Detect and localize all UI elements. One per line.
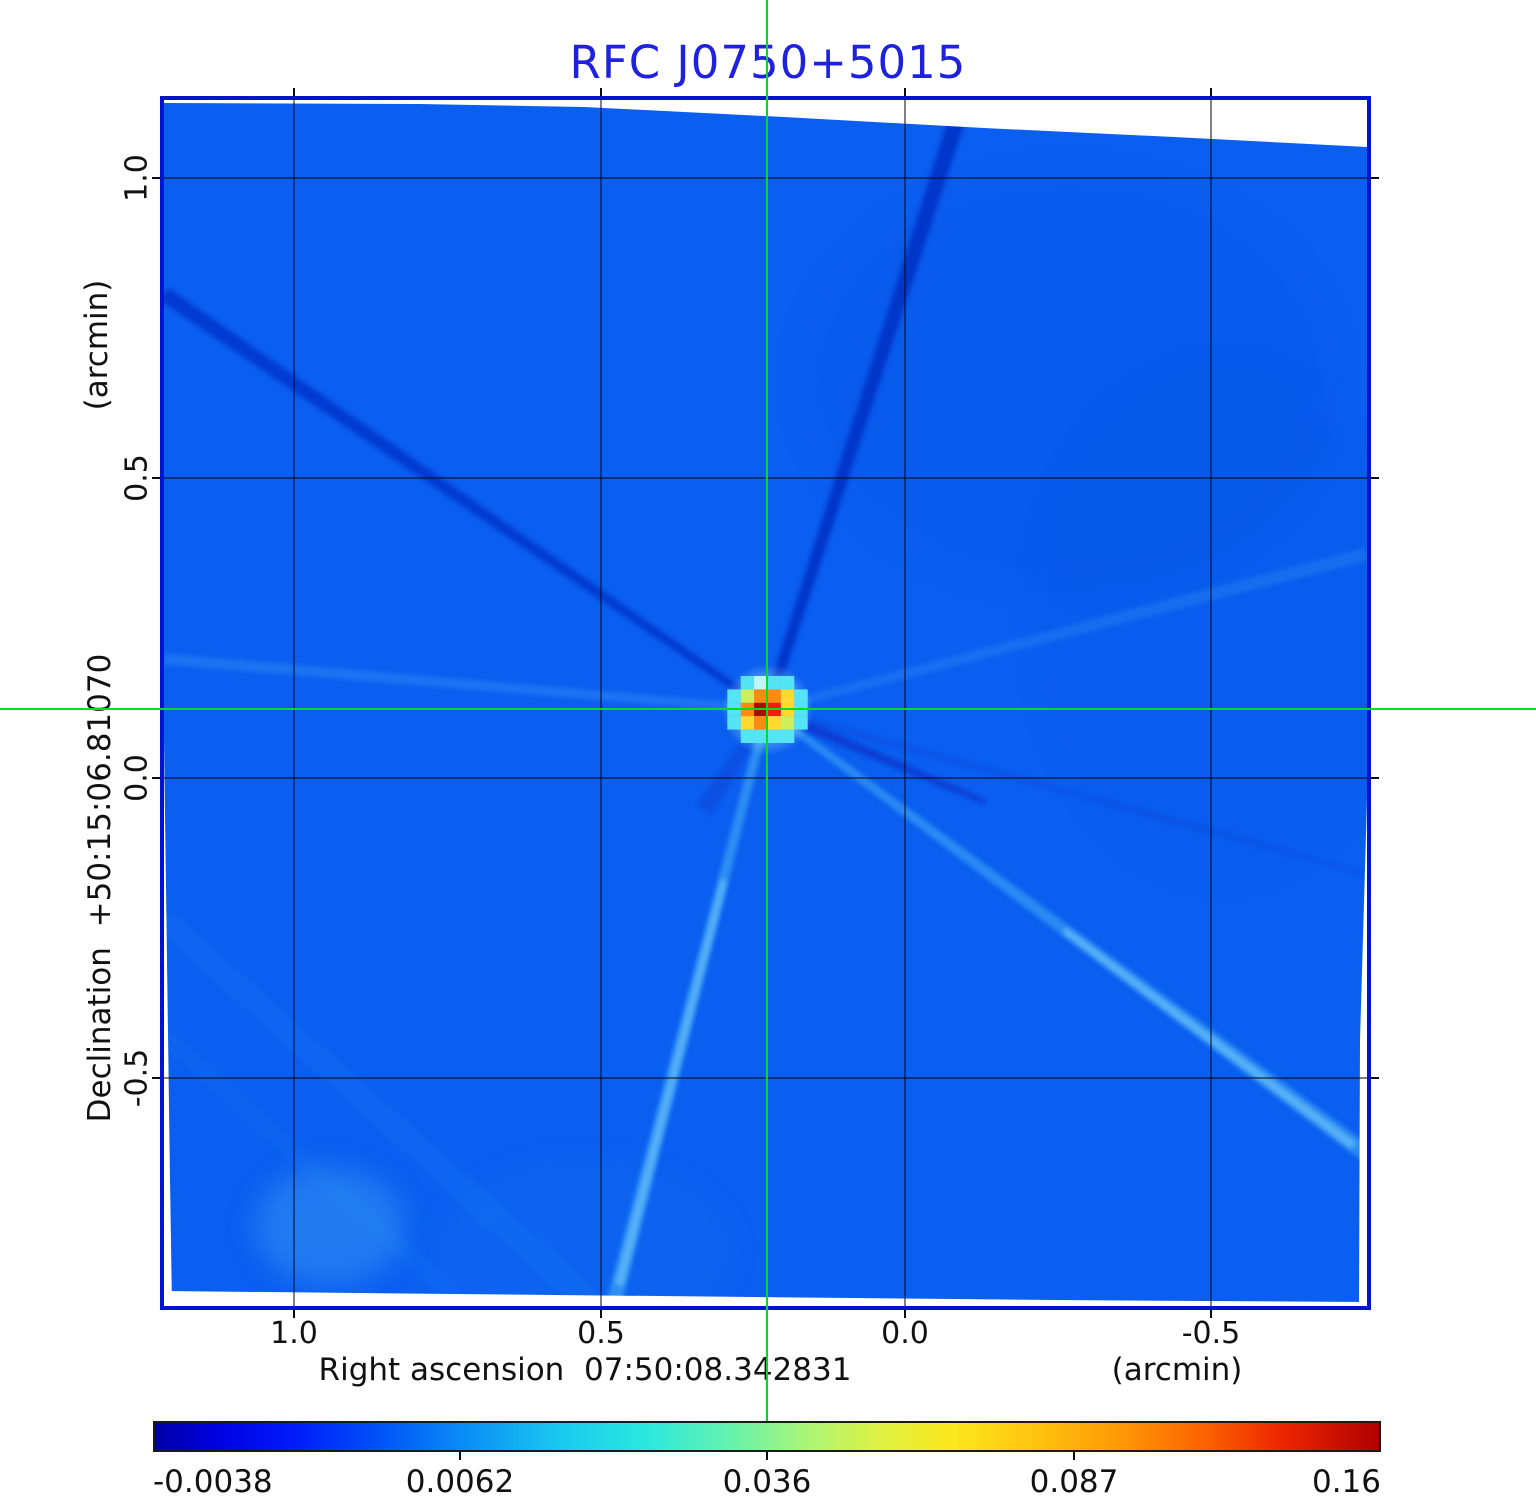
radio-map-image xyxy=(164,100,1367,1306)
colorbar-label: 0.087 xyxy=(1029,1464,1119,1500)
colorbar-tick-mark xyxy=(766,1452,768,1460)
map-mottle-patch xyxy=(1034,360,1367,880)
source-pixel xyxy=(767,716,781,730)
sidelobe-ray xyxy=(164,1028,471,1306)
colorbar-tick-mark xyxy=(1073,1452,1075,1460)
source-pixel xyxy=(727,716,741,730)
colorbar-tick-mark xyxy=(459,1452,461,1460)
axis-tick-mark xyxy=(1371,177,1379,179)
y-axis-title: Declination +50:15:06.81070 xyxy=(82,653,118,1123)
axis-tick-mark xyxy=(904,1310,906,1318)
sidelobe-ray xyxy=(765,704,986,805)
map-mottle-patch xyxy=(255,1168,405,1284)
x-tick-label: 1.0 xyxy=(270,1316,318,1351)
axis-tick-mark xyxy=(152,777,160,779)
y-tick-label: -0.5 xyxy=(119,1048,155,1108)
x-axis-title: Right ascension 07:50:08.342831 xyxy=(318,1352,852,1388)
axis-tick-mark xyxy=(152,477,160,479)
rotated-edge-wedge xyxy=(164,1291,1367,1306)
map-mottle-patch xyxy=(434,1160,734,1306)
y-tick-label: 0.5 xyxy=(119,454,155,502)
sidelobe-ray xyxy=(164,911,603,1306)
y-tick-label: 0.0 xyxy=(119,754,155,802)
source-pixel xyxy=(780,716,795,730)
y-axis-unit-label: (arcmin) xyxy=(79,279,115,411)
x-tick-label: 0.0 xyxy=(881,1316,929,1351)
axis-tick-mark xyxy=(152,1077,160,1079)
source-pixel xyxy=(767,689,781,703)
rotated-edge-wedge xyxy=(164,100,1367,147)
sidelobe-ray xyxy=(762,100,972,712)
source-pixel xyxy=(754,716,768,730)
sidelobe-ray xyxy=(766,547,1367,714)
source-pixel xyxy=(740,689,755,703)
axis-tick-mark xyxy=(904,88,906,96)
axis-tick-mark xyxy=(1371,477,1379,479)
crosshair-vertical-line xyxy=(766,0,768,1421)
x-tick-label: 0.5 xyxy=(577,1316,625,1351)
map-panel xyxy=(160,96,1371,1310)
source-pixel xyxy=(780,689,795,703)
axis-tick-mark xyxy=(600,88,602,96)
source-pixel xyxy=(740,716,755,730)
axis-tick-mark xyxy=(1210,88,1212,96)
source-pixel xyxy=(794,716,808,730)
colorbar-label: -0.0038 xyxy=(153,1464,273,1500)
sidelobe-ray xyxy=(614,879,728,1287)
source-pixel xyxy=(727,689,741,703)
source-pixel xyxy=(767,729,781,743)
sidelobe-ray xyxy=(766,706,1367,876)
source-pixel xyxy=(780,729,795,743)
axis-tick-mark xyxy=(293,88,295,96)
axis-tick-mark xyxy=(152,177,160,179)
rotated-edge-wedge xyxy=(1359,800,1367,1306)
source-pixel xyxy=(740,729,755,743)
axis-tick-mark xyxy=(1371,1077,1379,1079)
source-pixel xyxy=(794,689,808,703)
source-pixel xyxy=(754,729,768,743)
y-tick-label: 1.0 xyxy=(119,154,155,202)
source-pixel xyxy=(754,676,768,690)
sidelobe-ray xyxy=(164,287,770,713)
rotated-edge-wedge xyxy=(164,740,172,1306)
sidelobe-ray xyxy=(696,736,755,815)
x-tick-label: -0.5 xyxy=(1181,1316,1241,1351)
axis-tick-mark xyxy=(1371,777,1379,779)
source-pixel xyxy=(754,689,768,703)
source-pixel xyxy=(767,676,781,690)
colorbar-label: 0.036 xyxy=(722,1464,812,1500)
colorbar-label: 0.0062 xyxy=(405,1464,515,1500)
colorbar-gradient xyxy=(153,1421,1381,1452)
axis-tick-mark xyxy=(1210,1310,1212,1318)
colorbar-label: 0.16 xyxy=(1311,1464,1381,1500)
source-pixel xyxy=(740,676,755,690)
sidelobe-ray xyxy=(1061,927,1357,1150)
axis-tick-mark xyxy=(293,1310,295,1318)
source-pixel xyxy=(780,676,795,690)
x-axis-unit-label: (arcmin) xyxy=(1111,1352,1243,1388)
crosshair-horizontal-line xyxy=(0,708,1536,710)
sidelobe-ray xyxy=(164,653,768,714)
axis-tick-mark xyxy=(600,1310,602,1318)
page-title: RFC J0750+5015 xyxy=(569,36,967,89)
